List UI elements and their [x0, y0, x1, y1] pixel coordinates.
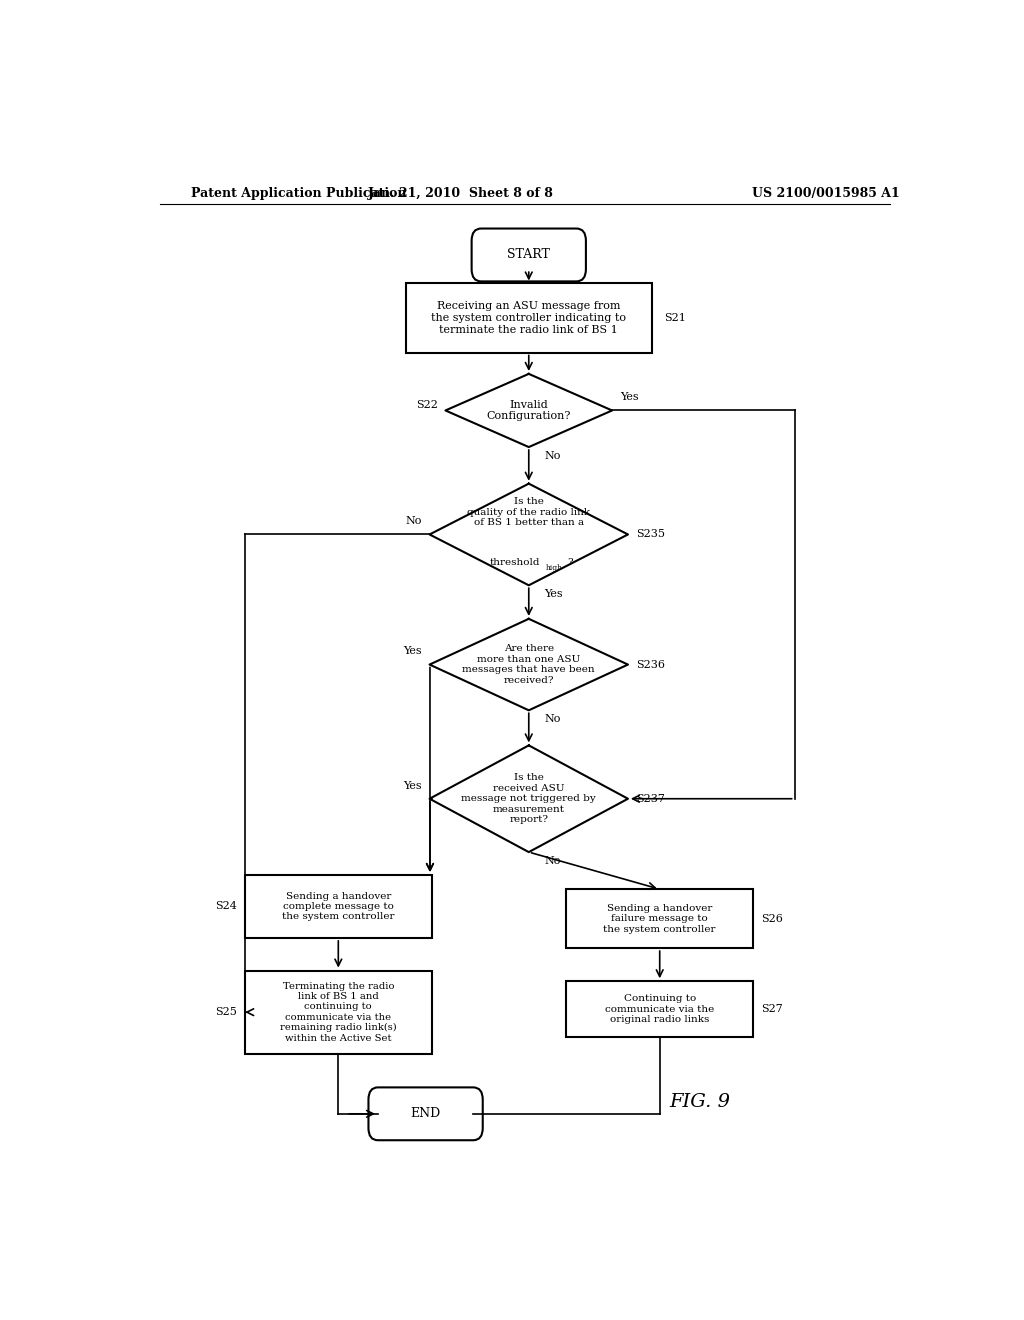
Text: Sending a handover
failure message to
the system controller: Sending a handover failure message to th…	[603, 904, 716, 933]
Text: Is the
received ASU
message not triggered by
measurement
report?: Is the received ASU message not triggere…	[462, 774, 596, 824]
Text: Jan. 21, 2010  Sheet 8 of 8: Jan. 21, 2010 Sheet 8 of 8	[369, 187, 554, 201]
Text: No: No	[545, 714, 561, 725]
Polygon shape	[445, 374, 612, 447]
Text: START: START	[507, 248, 550, 261]
Bar	[245, 970, 431, 1053]
Text: END: END	[411, 1107, 440, 1121]
Text: Continuing to
communicate via the
original radio links: Continuing to communicate via the origin…	[605, 994, 715, 1024]
Text: Yes: Yes	[403, 647, 422, 656]
Text: Patent Application Publication: Patent Application Publication	[191, 187, 407, 201]
Text: S21: S21	[664, 313, 685, 323]
Polygon shape	[430, 746, 628, 853]
Text: Yes: Yes	[403, 780, 422, 791]
Text: S27: S27	[761, 1005, 782, 1014]
Bar	[245, 875, 431, 939]
Text: ?: ?	[567, 558, 572, 568]
Text: Terminating the radio
link of BS 1 and
continuing to
communicate via the
remaini: Terminating the radio link of BS 1 and c…	[280, 982, 396, 1043]
Text: S237: S237	[636, 793, 665, 804]
Text: No: No	[406, 516, 422, 527]
FancyBboxPatch shape	[369, 1088, 482, 1140]
Text: Sending a handover
complete message to
the system controller: Sending a handover complete message to t…	[282, 891, 394, 921]
Text: high: high	[546, 564, 563, 572]
Text: Yes: Yes	[620, 392, 639, 403]
Text: Invalid
Configuration?: Invalid Configuration?	[486, 400, 571, 421]
Text: S235: S235	[636, 529, 665, 540]
Text: Are there
more than one ASU
messages that have been
received?: Are there more than one ASU messages tha…	[463, 644, 595, 685]
Bar	[566, 981, 753, 1038]
Text: S236: S236	[636, 660, 665, 669]
Text: S24: S24	[215, 902, 238, 912]
Text: threshold: threshold	[489, 558, 540, 568]
Text: Receiving an ASU message from
the system controller indicating to
terminate the : Receiving an ASU message from the system…	[431, 301, 627, 334]
Text: No: No	[545, 451, 561, 461]
Text: S25: S25	[215, 1007, 238, 1018]
FancyBboxPatch shape	[472, 228, 586, 281]
Bar	[566, 890, 753, 948]
Polygon shape	[430, 619, 628, 710]
Text: S22: S22	[416, 400, 437, 411]
Polygon shape	[430, 483, 628, 585]
Bar	[406, 284, 651, 352]
Text: Is the
quality of the radio link
of BS 1 better than a: Is the quality of the radio link of BS 1…	[467, 498, 590, 527]
Text: US 2100/0015985 A1: US 2100/0015985 A1	[753, 187, 900, 201]
Text: Yes: Yes	[545, 589, 563, 599]
Text: FIG. 9: FIG. 9	[669, 1093, 730, 1110]
Text: S26: S26	[761, 913, 782, 924]
Text: No: No	[545, 857, 561, 866]
